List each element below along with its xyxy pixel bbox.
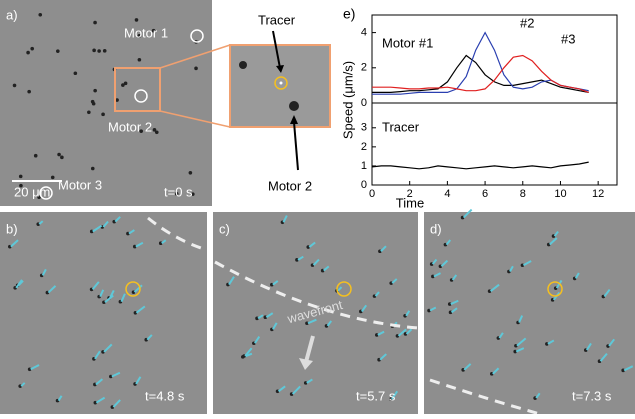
figure: a) Motor 1 Motor 2 Motor 3 20 μm t=0 s T… xyxy=(0,0,635,414)
x-tick-label: 0 xyxy=(369,188,375,200)
plot-frame xyxy=(372,103,617,185)
annotation: Motor 2 xyxy=(268,178,312,193)
y-axis-label: Speed (μm/s) xyxy=(340,61,355,139)
particle xyxy=(26,51,30,55)
x-tick-label: 6 xyxy=(482,188,488,200)
speed-chart: 024Speed (μm/s)Motor #1#2#30123024681012… xyxy=(340,15,617,210)
particle xyxy=(103,49,107,53)
x-axis-label: Time xyxy=(396,195,424,210)
panel-label: a) xyxy=(6,7,18,22)
y-tick-label: 1 xyxy=(361,160,367,172)
particle xyxy=(56,49,60,53)
annotation: Motor #1 xyxy=(382,35,433,50)
particle xyxy=(38,13,42,17)
panel-label: d) xyxy=(430,221,442,236)
particle xyxy=(101,113,105,117)
particle xyxy=(280,82,283,85)
particle xyxy=(87,111,91,115)
annotation: Motor 1 xyxy=(124,25,168,40)
annotation: Motor 3 xyxy=(58,177,102,192)
annotation: Motor 2 xyxy=(108,119,152,134)
inset xyxy=(230,45,330,127)
particle xyxy=(30,47,34,51)
x-tick-label: 4 xyxy=(444,188,450,200)
particle xyxy=(124,82,128,86)
particle xyxy=(97,49,101,53)
y-tick-label: 2 xyxy=(361,62,367,74)
annotation: Tracer xyxy=(382,119,420,134)
series-line xyxy=(372,56,589,93)
panel-label: c) xyxy=(219,221,230,236)
time-label: t=0 s xyxy=(164,184,193,199)
particle xyxy=(57,153,61,157)
arrow xyxy=(294,122,298,170)
particle xyxy=(138,58,142,62)
time-label: t=5.7 s xyxy=(356,388,396,403)
particle xyxy=(91,167,95,171)
particle xyxy=(189,171,193,175)
y-tick-label: 3 xyxy=(361,122,367,134)
x-tick-label: 10 xyxy=(554,188,566,200)
particle xyxy=(239,61,247,69)
micrograph-b xyxy=(0,212,207,414)
x-tick-label: 12 xyxy=(592,188,604,200)
time-label: t=4.8 s xyxy=(145,388,185,403)
y-tick-label: 0 xyxy=(361,97,367,109)
particle xyxy=(13,84,17,88)
particle xyxy=(289,101,299,111)
micrograph-a xyxy=(0,0,212,206)
series-line xyxy=(372,162,589,169)
particle xyxy=(60,156,64,160)
particle xyxy=(51,176,55,180)
particle xyxy=(92,49,96,53)
particle xyxy=(91,100,95,104)
panel-label: e) xyxy=(343,6,355,22)
series-line xyxy=(372,56,589,93)
time-label: t=7.3 s xyxy=(572,388,612,403)
particle xyxy=(34,154,38,158)
particle xyxy=(93,89,97,93)
y-tick-label: 4 xyxy=(361,27,367,39)
panel-label: b) xyxy=(6,221,18,236)
y-tick-label: 2 xyxy=(361,141,367,153)
particle xyxy=(135,18,139,22)
annotation: #2 xyxy=(520,15,534,30)
particle xyxy=(27,90,31,94)
particle xyxy=(19,175,23,179)
particle xyxy=(74,71,78,75)
x-tick-label: 8 xyxy=(520,188,526,200)
scale-label: 20 μm xyxy=(14,184,50,199)
micrograph-d xyxy=(424,212,635,414)
particle xyxy=(93,21,97,25)
y-tick-label: 0 xyxy=(361,179,367,191)
particle xyxy=(194,67,198,71)
annotation: Tracer xyxy=(258,12,296,27)
annotation: #3 xyxy=(561,31,575,46)
particle xyxy=(153,128,157,132)
